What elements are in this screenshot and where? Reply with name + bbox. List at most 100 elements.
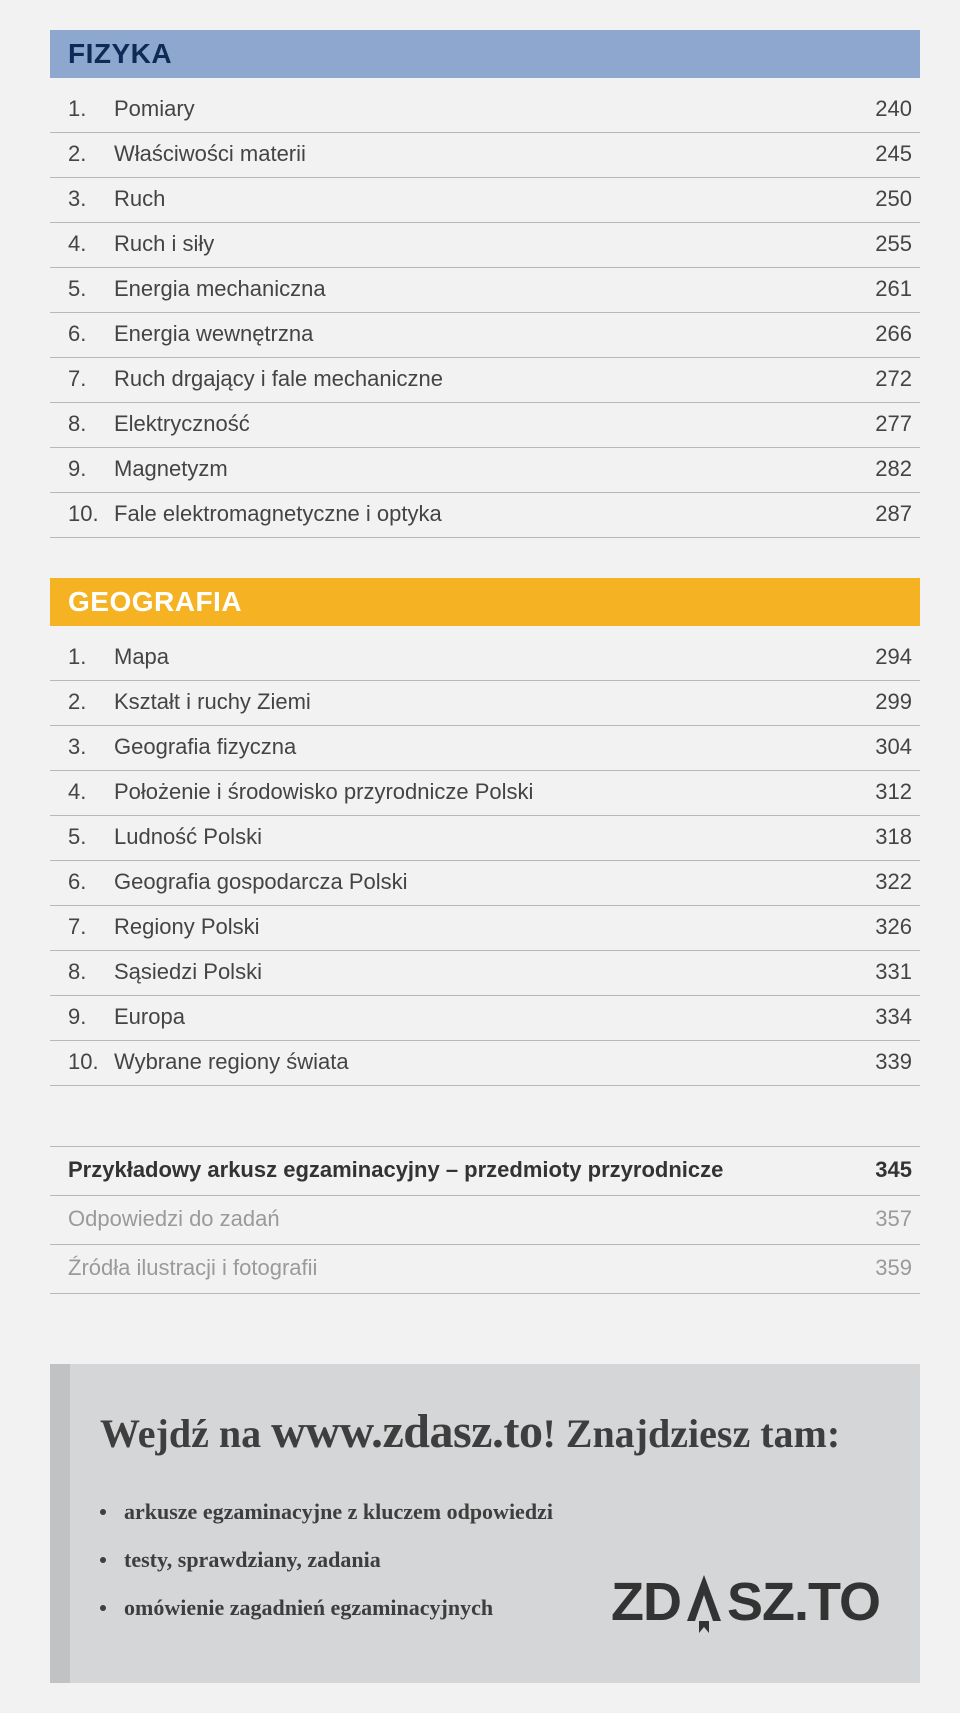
toc-row: 10.Wybrane regiony świata339 [50,1041,920,1086]
promo-bullet: testy, sprawdziany, zadania [100,1547,553,1573]
toc-item-page: 326 [875,914,912,940]
toc-item-number: 1. [68,644,114,670]
toc-item-page: 304 [875,734,912,760]
toc-item-label: Europa [114,1004,875,1030]
promo-bullet-text: arkusze egzaminacyjne z kluczem odpowied… [124,1499,553,1525]
toc-item-page: 255 [875,231,912,257]
appendix-row: Odpowiedzi do zadań357 [50,1196,920,1245]
toc-item-number: 4. [68,779,114,805]
promo-prefix: Wejdź na [100,1411,271,1456]
toc-list-fizyka: 1.Pomiary2402.Właściwości materii2453.Ru… [50,88,920,538]
toc-row: 4.Ruch i siły255 [50,223,920,268]
promo-url: www.zdasz.to [271,1405,542,1458]
toc-item-page: 294 [875,644,912,670]
toc-item-number: 6. [68,321,114,347]
toc-item-label: Położenie i środowisko przyrodnicze Pols… [114,779,875,805]
toc-item-number: 5. [68,276,114,302]
toc-item-label: Ruch [114,186,875,212]
toc-item-number: 8. [68,411,114,437]
toc-row: 6.Energia wewnętrzna266 [50,313,920,358]
appendix-row: Źródła ilustracji i fotografii359 [50,1245,920,1294]
toc-item-page: 261 [875,276,912,302]
toc-row: 3.Geografia fizyczna304 [50,726,920,771]
toc-item-page: 339 [875,1049,912,1075]
toc-row: 2.Właściwości materii245 [50,133,920,178]
toc-item-page: 245 [875,141,912,167]
toc-item-page: 322 [875,869,912,895]
toc-item-label: Regiony Polski [114,914,875,940]
toc-item-label: Energia mechaniczna [114,276,875,302]
toc-item-label: Magnetyzm [114,456,875,482]
appendix-label: Przykładowy arkusz egzaminacyjny – przed… [68,1157,875,1183]
brand-logo: ZD SZ.TO [611,1571,880,1643]
toc-item-number: 2. [68,689,114,715]
toc-item-page: 287 [875,501,912,527]
toc-item-number: 5. [68,824,114,850]
toc-item-number: 7. [68,914,114,940]
toc-item-label: Właściwości materii [114,141,875,167]
pencil-a-icon [683,1571,725,1633]
toc-item-number: 1. [68,96,114,122]
toc-item-page: 331 [875,959,912,985]
toc-item-number: 10. [68,501,114,527]
appendix-label: Odpowiedzi do zadań [68,1206,875,1232]
toc-item-number: 4. [68,231,114,257]
toc-item-page: 318 [875,824,912,850]
toc-row: 1.Mapa294 [50,636,920,681]
toc-item-label: Fale elektromagnetyczne i optyka [114,501,875,527]
toc-item-number: 3. [68,186,114,212]
toc-row: 9.Magnetyzm282 [50,448,920,493]
promo-suffix: ! Znajdziesz tam: [542,1411,840,1456]
toc-item-number: 6. [68,869,114,895]
promo-bullet-list: arkusze egzaminacyjne z kluczem odpowied… [100,1499,553,1643]
promo-bullet: omówienie zagadnień egzaminacyjnych [100,1595,553,1621]
toc-row: 7.Ruch drgający i fale mechaniczne272 [50,358,920,403]
toc-item-label: Wybrane regiony świata [114,1049,875,1075]
promo-bullet-text: testy, sprawdziany, zadania [124,1547,381,1573]
toc-item-number: 7. [68,366,114,392]
toc-item-label: Sąsiedzi Polski [114,959,875,985]
toc-row: 2.Kształt i ruchy Ziemi299 [50,681,920,726]
toc-item-label: Mapa [114,644,875,670]
brand-text-right: SZ.TO [727,1571,880,1633]
section-heading-fizyka: FIZYKA [50,30,920,78]
toc-item-label: Ludność Polski [114,824,875,850]
toc-item-number: 8. [68,959,114,985]
toc-row: 7.Regiony Polski326 [50,906,920,951]
toc-item-page: 272 [875,366,912,392]
promo-heading: Wejdź na www.zdasz.to! Znajdziesz tam: [100,1404,880,1459]
toc-item-label: Kształt i ruchy Ziemi [114,689,875,715]
toc-item-number: 9. [68,456,114,482]
toc-row: 4.Położenie i środowisko przyrodnicze Po… [50,771,920,816]
toc-item-label: Geografia fizyczna [114,734,875,760]
brand-text-left: ZD [611,1571,681,1633]
toc-row: 3.Ruch250 [50,178,920,223]
toc-item-label: Pomiary [114,96,875,122]
appendix-list: Przykładowy arkusz egzaminacyjny – przed… [50,1146,920,1294]
toc-item-label: Ruch drgający i fale mechaniczne [114,366,875,392]
toc-item-page: 250 [875,186,912,212]
toc-row: 6.Geografia gospodarcza Polski322 [50,861,920,906]
toc-row: 5.Ludność Polski318 [50,816,920,861]
appendix-page: 345 [875,1157,912,1183]
toc-row: 8.Elektryczność277 [50,403,920,448]
toc-list-geografia: 1.Mapa2942.Kształt i ruchy Ziemi2993.Geo… [50,636,920,1086]
toc-item-number: 10. [68,1049,114,1075]
toc-row: 9.Europa334 [50,996,920,1041]
toc-row: 5.Energia mechaniczna261 [50,268,920,313]
toc-item-number: 9. [68,1004,114,1030]
toc-item-label: Energia wewnętrzna [114,321,875,347]
toc-item-page: 334 [875,1004,912,1030]
toc-item-page: 282 [875,456,912,482]
toc-item-page: 266 [875,321,912,347]
promo-bullet-text: omówienie zagadnień egzaminacyjnych [124,1595,493,1621]
toc-item-number: 3. [68,734,114,760]
toc-row: 1.Pomiary240 [50,88,920,133]
appendix-label: Źródła ilustracji i fotografii [68,1255,875,1281]
toc-item-label: Ruch i siły [114,231,875,257]
toc-item-label: Elektryczność [114,411,875,437]
appendix-row: Przykładowy arkusz egzaminacyjny – przed… [50,1146,920,1196]
bullet-icon [100,1509,106,1515]
promo-box: Wejdź na www.zdasz.to! Znajdziesz tam: a… [50,1364,920,1683]
toc-item-number: 2. [68,141,114,167]
